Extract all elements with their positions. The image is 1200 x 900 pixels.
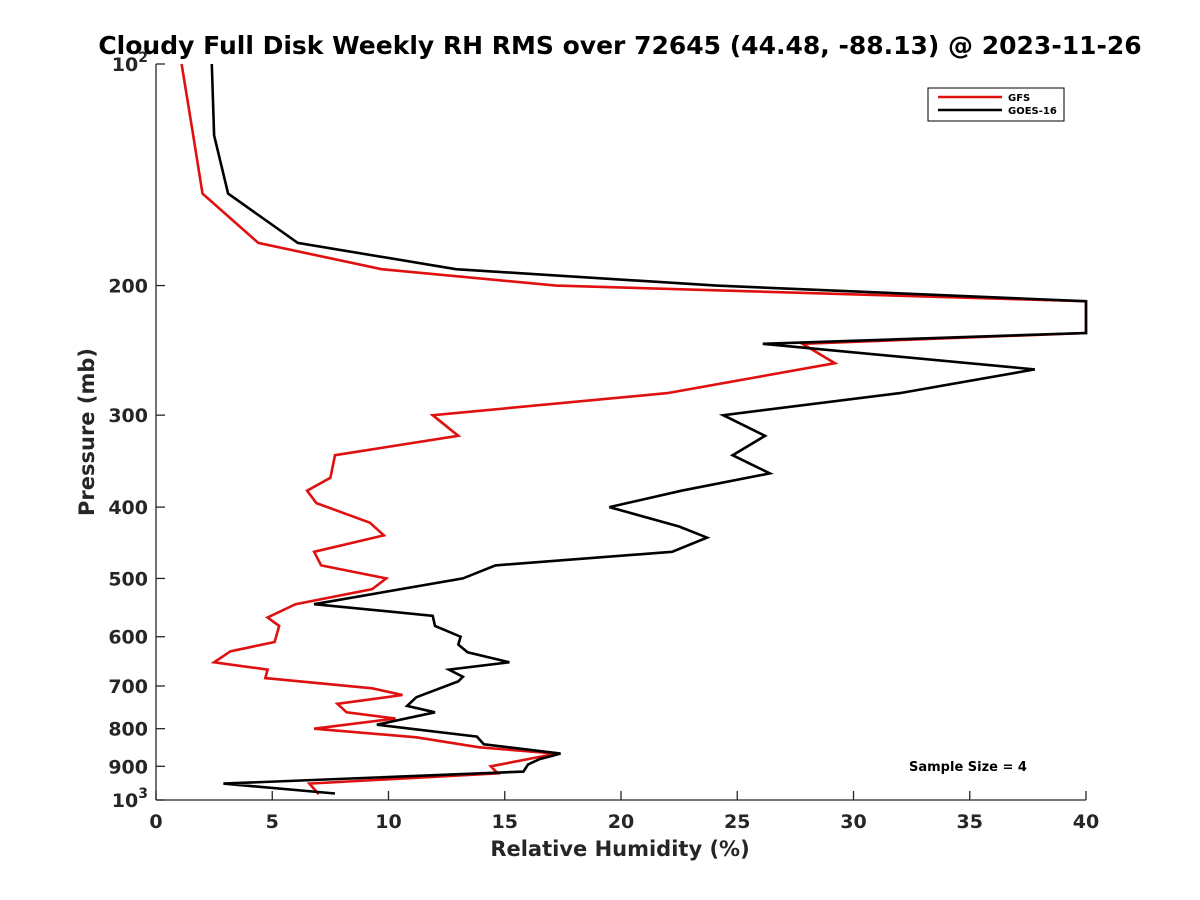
x-ticks: 0 5 10 15 20 25 30 35 40	[149, 791, 1099, 833]
legend-label-gfs: GFS	[1008, 93, 1030, 104]
x-tick-label: 0	[149, 811, 162, 833]
y-tick-label: 300	[108, 405, 148, 427]
y-tick-label: 700	[108, 676, 148, 698]
x-tick-label: 10	[375, 811, 401, 833]
y-tick-exponent: 3	[138, 786, 148, 802]
x-tick-label: 20	[608, 811, 634, 833]
y-tick-label: 102	[112, 50, 148, 76]
y-tick-base: 10	[112, 790, 138, 812]
chart-title: Cloudy Full Disk Weekly RH RMS over 7264…	[98, 31, 1141, 60]
y-tick-base: 10	[112, 54, 138, 76]
sample-size-annotation: Sample Size = 4	[909, 760, 1027, 775]
y-tick-exponent: 2	[138, 50, 148, 66]
x-tick-label: 25	[724, 811, 750, 833]
y-tick-label: 200	[108, 276, 148, 298]
y-tick-label: 400	[108, 497, 148, 519]
y-tick-label: 800	[108, 719, 148, 741]
y-tick-label: 900	[108, 756, 148, 778]
series-line-goes-16	[210, 63, 1088, 795]
legend-label-goes-16: GOES-16	[1008, 106, 1057, 117]
series-group	[180, 63, 1088, 796]
x-tick-label: 30	[840, 811, 866, 833]
x-tick-label: 5	[266, 811, 279, 833]
legend-box	[927, 87, 1065, 122]
y-tick-label: 600	[108, 627, 148, 649]
y-tick-label: 500	[108, 568, 148, 590]
x-tick-label: 35	[957, 811, 983, 833]
y-tick-label: 103	[112, 786, 148, 812]
x-tick-label: 40	[1073, 811, 1099, 833]
y-axis-label: Pressure (mb)	[75, 348, 99, 516]
legend: GFS GOES-16	[927, 87, 1065, 122]
x-tick-label: 15	[492, 811, 518, 833]
x-axis-label: Relative Humidity (%)	[490, 837, 749, 861]
